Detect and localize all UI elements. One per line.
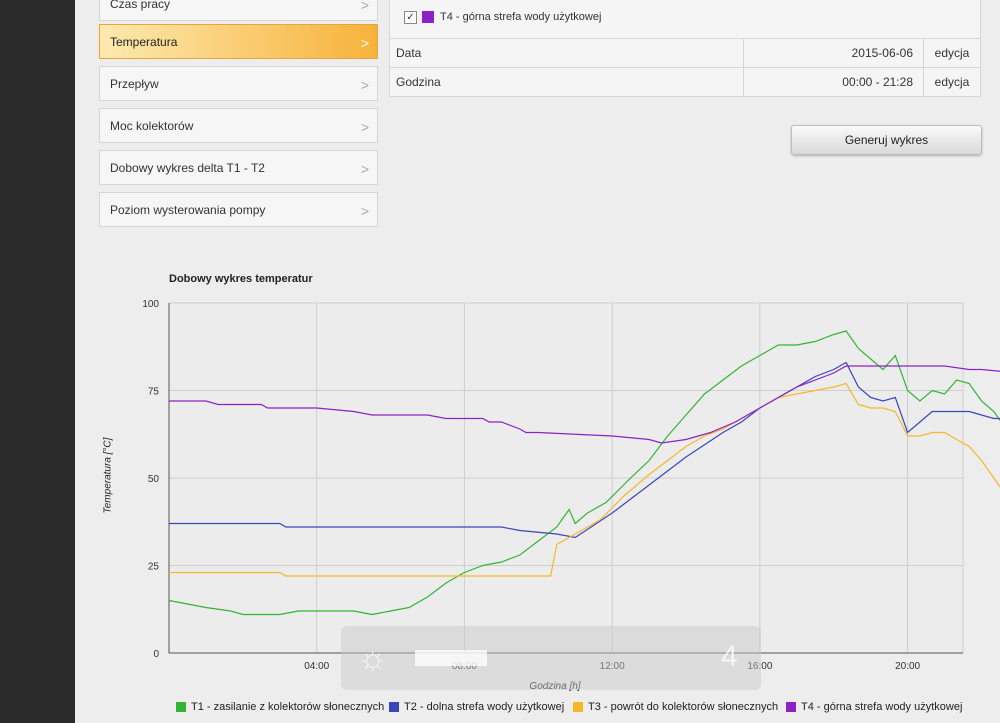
series-line-t3	[169, 382, 1000, 577]
y-tick-label: 100	[142, 299, 159, 310]
time-edit-link[interactable]: edycja	[934, 75, 970, 89]
menu-item-temperatura[interactable]: Temperatura >	[99, 24, 378, 59]
checkbox[interactable]: ✓	[404, 11, 417, 24]
x-tick-label: 04:00	[304, 661, 329, 672]
settings-panel: ✓ T4 - górna strefa wody użytkowej Data …	[389, 0, 981, 97]
chevron-right-icon: >	[360, 35, 369, 51]
series-line-t1	[168, 330, 1000, 616]
menu-item-label: Przepływ	[110, 77, 159, 91]
x-tick-label: 16:00	[747, 661, 772, 672]
chevron-right-icon: >	[360, 161, 369, 177]
series-line-t4	[169, 365, 1000, 444]
legend-label: T3 - powrót do kolektorów słonecznych	[588, 701, 779, 713]
sun-icon: ☼	[357, 639, 389, 677]
date-edit-link[interactable]: edycja	[934, 46, 970, 60]
series-checkbox-label: T4 - górna strefa wody użytkowej	[440, 11, 602, 23]
menu-item-label: Dobowy wykres delta T1 - T2	[110, 161, 265, 175]
menu-item-czas-pracy[interactable]: Czas pracy >	[99, 0, 378, 21]
menu-item-moc-kolektorow[interactable]: Moc kolektorów >	[99, 108, 378, 143]
overlay-bar	[415, 650, 487, 666]
x-tick-label: 20:00	[895, 661, 920, 672]
chart-title: Dobowy wykres temperatur	[169, 273, 313, 285]
time-value: 00:00 - 21:28	[744, 68, 924, 96]
x-tick-label: 12:00	[600, 661, 625, 672]
generate-chart-button[interactable]: Generuj wykres	[791, 125, 982, 155]
chevron-right-icon: >	[360, 0, 369, 13]
x-axis-title: Godzina [h]	[529, 681, 581, 692]
menu-item-label: Moc kolektorów	[110, 119, 194, 133]
legend-label: T2 - dolna strefa wody użytkowej	[404, 701, 565, 713]
translucent-overlay-widget: ☼ 4	[341, 626, 761, 690]
menu-item-label: Poziom wysterowania pompy	[110, 203, 266, 217]
legend-swatch	[786, 702, 796, 712]
legend-label: T4 - górna strefa wody użytkowej	[801, 701, 963, 713]
menu-item-poziom-wysterowania[interactable]: Poziom wysterowania pompy >	[99, 192, 378, 227]
y-tick-label: 25	[148, 562, 160, 573]
chevron-right-icon: >	[360, 77, 369, 93]
time-row: Godzina 00:00 - 21:28 edycja	[390, 67, 980, 96]
chevron-right-icon: >	[360, 119, 369, 135]
date-label: Data	[390, 39, 744, 67]
legend-swatch	[176, 702, 186, 712]
menu-item-label: Czas pracy	[110, 0, 171, 11]
y-tick-label: 50	[148, 474, 160, 485]
menu-item-delta-t1-t2[interactable]: Dobowy wykres delta T1 - T2 >	[99, 150, 378, 185]
series-color-swatch	[422, 11, 434, 23]
x-tick-label: 08:00	[452, 661, 477, 672]
left-dark-strip	[0, 0, 75, 723]
y-tick-label: 75	[148, 387, 160, 398]
overlay-number: 4	[721, 640, 738, 673]
legend-swatch	[573, 702, 583, 712]
date-row: Data 2015-06-06 edycja	[390, 38, 980, 67]
series-line-t2	[169, 361, 1000, 539]
legend-swatch	[389, 702, 399, 712]
y-tick-label: 0	[153, 649, 159, 660]
y-axis-title: Temperatura [°C]	[102, 437, 114, 514]
menu-item-label: Temperatura	[110, 35, 178, 49]
legend-label: T1 - zasilanie z kolektorów słonecznych	[191, 701, 385, 713]
chevron-right-icon: >	[360, 203, 369, 219]
date-value: 2015-06-06	[744, 39, 924, 67]
menu-item-przeplyw[interactable]: Przepływ >	[99, 66, 378, 101]
time-label: Godzina	[390, 68, 744, 96]
